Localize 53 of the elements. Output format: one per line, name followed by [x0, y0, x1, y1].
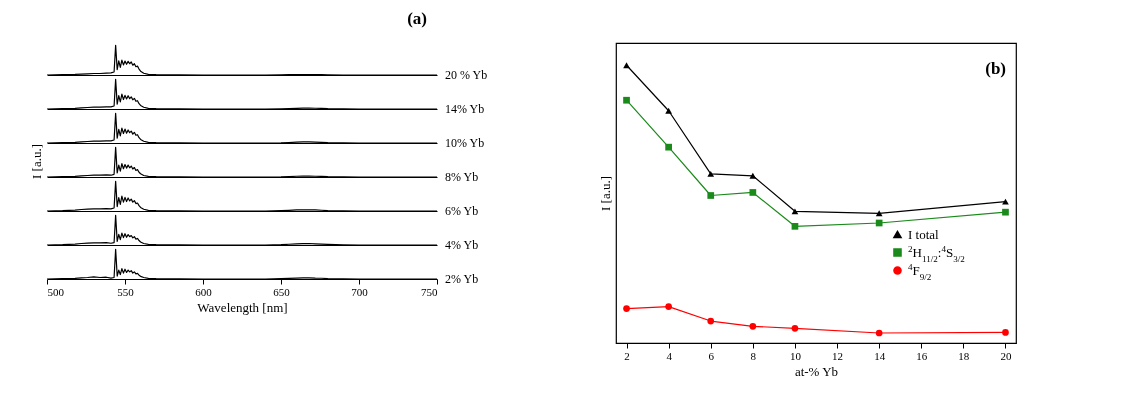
- series-label: 6% Yb: [445, 204, 479, 218]
- x-axis-title: Wavelength [nm]: [197, 299, 288, 315]
- point: [707, 170, 715, 177]
- x-tick-label: 550: [117, 285, 135, 298]
- x-tick-label: 20: [1000, 349, 1012, 362]
- point: [749, 189, 757, 196]
- y-axis-title: I [a.u.]: [597, 175, 613, 212]
- x-tick-label: 12: [832, 349, 844, 362]
- x-tick-label: 8: [750, 349, 757, 362]
- point: [707, 192, 715, 199]
- text: (a): [407, 9, 427, 28]
- point: [623, 96, 630, 104]
- point: [1002, 208, 1009, 216]
- y-axis-title: I [a.u.]: [28, 143, 44, 180]
- series-label: 4% Yb: [445, 238, 479, 252]
- point: [665, 303, 672, 310]
- x-tick-label: 750: [421, 285, 438, 298]
- series-label: 20 % Yb: [445, 68, 488, 82]
- series-label: 14% Yb: [445, 102, 485, 116]
- point: [791, 324, 799, 332]
- x-tick-label: 600: [195, 285, 213, 298]
- x-tick-label: 650: [273, 285, 291, 298]
- x-tick-label: 500: [47, 285, 65, 298]
- legend-label: $^{4}$F$_{9/2}$: [908, 261, 932, 282]
- x-tick-label: 2: [624, 349, 630, 362]
- point: [665, 107, 672, 114]
- point: [875, 329, 883, 337]
- series-label: 8% Yb: [445, 170, 479, 184]
- x-axis-title: at-% Yb: [794, 363, 839, 379]
- point: [749, 322, 757, 330]
- point: [1002, 329, 1009, 336]
- point: [623, 305, 630, 312]
- point: [749, 172, 757, 179]
- x-tick-label: 18: [958, 349, 970, 362]
- point: [791, 222, 799, 230]
- point: [1002, 198, 1009, 205]
- legend-label: $^{2}$H$_{11/2}$:$^{4}$S$_{3/2}$: [908, 243, 966, 264]
- point: [665, 143, 672, 151]
- x-tick-label: 10: [789, 349, 802, 362]
- series-label: 10% Yb: [445, 136, 485, 150]
- point: [791, 208, 799, 215]
- point: [707, 317, 715, 325]
- point: [875, 219, 883, 227]
- x-tick-label: 14: [874, 349, 886, 362]
- x-tick-label: 6: [708, 349, 715, 362]
- x-tick-label: 16: [916, 349, 928, 362]
- x-tick-label: 700: [351, 285, 369, 298]
- point: [875, 210, 883, 217]
- x-tick-label: 4: [666, 349, 673, 362]
- series-label: 2% Yb: [445, 272, 479, 286]
- annotation: (b): [985, 59, 1006, 78]
- legend-label: I total: [908, 226, 940, 242]
- point: [623, 62, 630, 69]
